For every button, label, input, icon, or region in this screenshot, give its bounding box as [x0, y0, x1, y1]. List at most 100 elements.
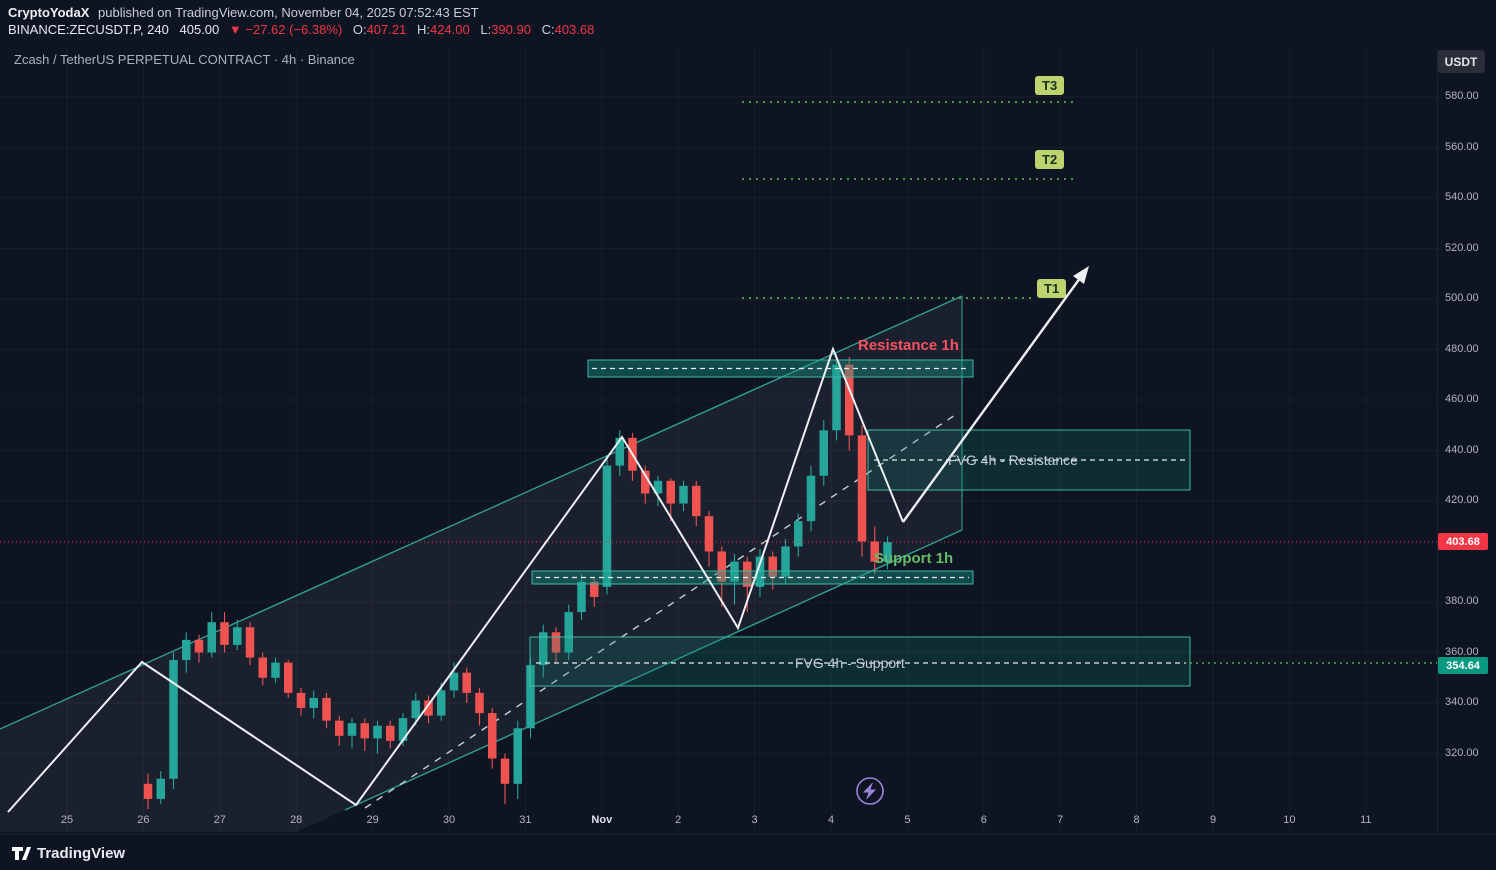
- last-price: 405.00: [179, 22, 220, 37]
- candle-down: [335, 720, 344, 736]
- price-axis[interactable]: 580.00 560.00 540.00 520.00 500.00 480.00 460.…: [1437, 48, 1496, 834]
- candle-down: [143, 783, 153, 799]
- candle-down: [424, 700, 433, 716]
- candle-down: [845, 364, 854, 436]
- candle-up: [233, 627, 242, 645]
- tradingview-logo-icon: [12, 847, 31, 860]
- time-tick: 30: [442, 814, 456, 826]
- elliott-wave-zigzag: [7, 346, 904, 813]
- candle-up: [755, 556, 765, 587]
- footer-strip: TradingView: [0, 834, 1496, 870]
- chart-icons: [856, 777, 884, 805]
- channel-lower-line: [344, 529, 963, 811]
- candle-up: [781, 546, 790, 577]
- price-tick: 520.00: [1445, 241, 1479, 254]
- candle-up: [615, 437, 624, 466]
- candle-up: [271, 662, 280, 678]
- overlay-drawings: [0, 101, 1437, 813]
- candlestick-series: [143, 354, 892, 810]
- candle-down: [768, 556, 777, 577]
- chart-title: Zcash / TetherUS PERPETUAL CONTRACT · 4h…: [14, 52, 355, 67]
- time-tick: 11: [1360, 814, 1372, 826]
- price-tick: 480.00: [1445, 342, 1479, 355]
- candle-up: [411, 700, 420, 719]
- candle-down: [322, 697, 331, 721]
- support-price-tag: 354.64: [1438, 657, 1488, 674]
- current-price-tag: 403.68: [1438, 533, 1488, 550]
- candle-up: [806, 475, 816, 522]
- candle-down: [245, 627, 255, 658]
- time-tick: 8: [1133, 814, 1140, 826]
- price-tick: 360.00: [1445, 645, 1479, 658]
- candle-down: [258, 657, 267, 678]
- time-tick: 26: [137, 814, 150, 826]
- tradingview-attribution[interactable]: TradingView: [10, 843, 125, 864]
- time-tick: 10: [1283, 814, 1296, 826]
- price-change: ▼ −27.62 (−6.38%): [228, 22, 343, 37]
- projection-arrow-line: [902, 273, 1084, 523]
- candle-down: [284, 662, 293, 693]
- candle-up: [819, 430, 828, 476]
- symbol-interval: BINANCE:ZECUSDT.P, 240: [8, 22, 169, 37]
- candle-down: [551, 632, 561, 653]
- candle-up: [207, 622, 216, 653]
- candle-down: [692, 485, 701, 517]
- candle-up: [883, 542, 892, 562]
- candle-up: [373, 725, 382, 739]
- time-axis[interactable]: 25 26 27 28 29 30 31 Nov 2 3 4 5 6 7 8 9 10 11: [0, 810, 1437, 834]
- time-tick: 6: [980, 814, 987, 826]
- support-1h-label: Support 1h: [874, 550, 954, 567]
- candle-up: [156, 778, 165, 799]
- price-tick: 580.00: [1445, 90, 1479, 102]
- open-value: 407.21: [366, 22, 407, 37]
- candle-up: [347, 723, 357, 736]
- lightning-button-circle[interactable]: [856, 777, 884, 805]
- close-label: C:: [541, 22, 555, 37]
- candle-up: [182, 639, 191, 661]
- time-tick: 3: [751, 814, 758, 826]
- time-tick: 31: [519, 814, 532, 826]
- price-tick: 500.00: [1445, 292, 1479, 304]
- candle-up: [602, 465, 612, 587]
- close-value: 403.68: [554, 22, 595, 37]
- lightning-bolt-icon[interactable]: [863, 782, 876, 800]
- publish-info: published on TradingView.com, November 0…: [98, 5, 479, 20]
- candle-up: [577, 581, 586, 613]
- candle-down: [870, 541, 879, 562]
- candle-up: [653, 480, 663, 494]
- high-value: 424.00: [429, 22, 470, 37]
- time-tick: 2: [675, 814, 682, 826]
- candle-down: [857, 435, 867, 542]
- candle-down: [475, 692, 484, 714]
- open-label: O:: [352, 22, 367, 37]
- currency-toggle-button[interactable]: USDT: [1437, 50, 1485, 73]
- time-tick: 29: [366, 814, 379, 826]
- tradingview-brand-text: TradingView: [37, 845, 126, 862]
- time-tick: 28: [290, 814, 303, 826]
- candle-up: [309, 697, 318, 709]
- resistance-1h-label: Resistance 1h: [858, 337, 959, 354]
- candle-down: [386, 725, 395, 741]
- price-tick: 340.00: [1445, 696, 1479, 708]
- candle-down: [220, 622, 229, 645]
- grid-lines: [0, 48, 1437, 833]
- time-tick: 7: [1057, 814, 1064, 826]
- author-name: CryptoYodaX: [8, 5, 90, 20]
- candle-down: [360, 723, 369, 739]
- candle-down: [462, 672, 471, 693]
- fvg-support-label: FVG 4h - Support: [795, 655, 905, 671]
- time-tick: 5: [904, 814, 911, 826]
- ascending-channel-fill: [0, 296, 962, 832]
- fvg-resistance-label: FVG 4h - Resistance: [948, 452, 1078, 468]
- candle-down: [641, 470, 650, 494]
- price-tick: 420.00: [1445, 494, 1479, 506]
- time-tick: 27: [213, 814, 226, 826]
- publish-header: CryptoYodaX published on TradingView.com…: [8, 5, 479, 20]
- target-1-label: T1: [1037, 279, 1067, 298]
- candle-up: [169, 660, 178, 779]
- price-tick: 440.00: [1445, 443, 1479, 456]
- high-label: H:: [416, 22, 430, 37]
- candle-up: [679, 485, 688, 504]
- ticker-line: BINANCE:ZECUSDT.P, 240 405.00 ▼ −27.62 (…: [8, 22, 594, 37]
